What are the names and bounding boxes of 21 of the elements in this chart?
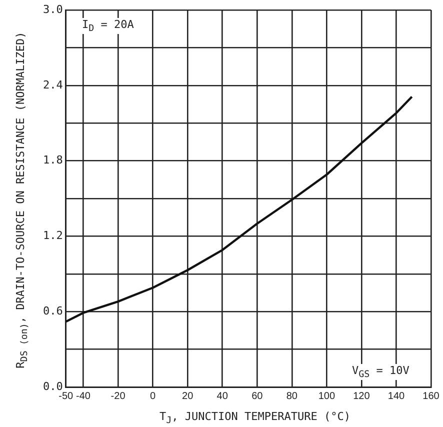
y-tick-label: 0.6 xyxy=(42,304,63,318)
x-axis-title: T$_{J}$, JUNCTION TEMPERATURE (°C) xyxy=(158,410,352,426)
x-tick-label: 100 xyxy=(318,390,336,402)
x-tick-label: 20 xyxy=(182,390,194,402)
y-tick-label: 1.8 xyxy=(42,154,63,167)
y-tick-label: 3.0 xyxy=(42,2,63,16)
x-tick-label: 60 xyxy=(252,390,264,402)
x-tick-label: -20 xyxy=(110,390,126,402)
x-tick-label: -50 xyxy=(58,390,74,402)
annotation: I$_{D}$ = 20A xyxy=(80,18,136,34)
x-tick-label: -40 xyxy=(76,390,91,402)
y-tick-label: 1.2 xyxy=(42,229,63,242)
y-tick-label: 0.0 xyxy=(42,380,63,393)
annotation: V$_{GS}$ = 10V xyxy=(350,364,412,380)
x-tick-label: 140 xyxy=(388,390,406,402)
x-tick-label: 160 xyxy=(422,390,440,402)
x-tick-label: 40 xyxy=(216,390,228,402)
x-tick-label: 80 xyxy=(286,390,298,402)
x-tick-label: 0 xyxy=(150,390,156,402)
y-tick-label: 2.4 xyxy=(42,78,64,92)
x-tick-label: 120 xyxy=(353,390,370,402)
